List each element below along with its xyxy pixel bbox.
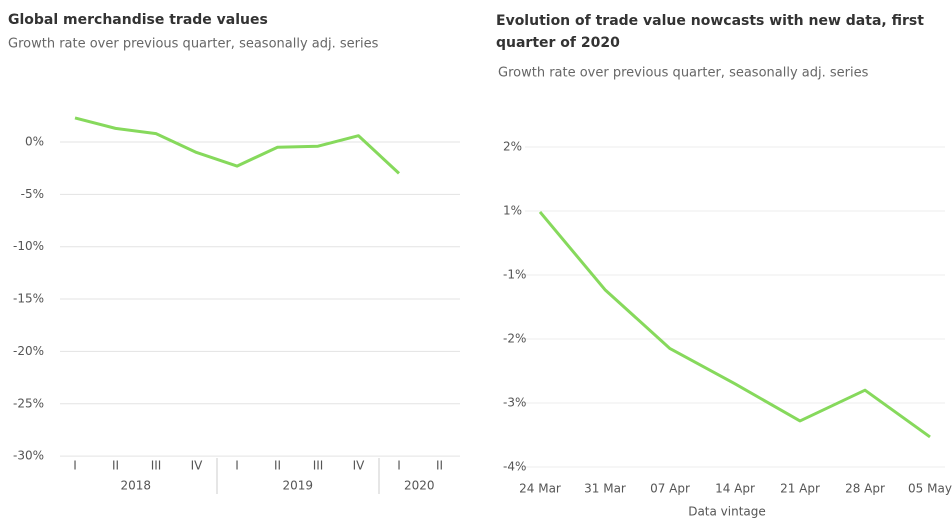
- y-tick-label: -15%: [13, 292, 44, 306]
- x-tick-label: III: [313, 459, 324, 473]
- x-group-label: 2018: [120, 479, 151, 493]
- y-tick-label: -3%: [503, 396, 526, 410]
- x-tick-label: 05 May: [908, 482, 952, 496]
- x-tick-label: I: [235, 459, 239, 473]
- y-tick-label: -4%: [503, 460, 526, 474]
- x-group-label: 2019: [282, 479, 313, 493]
- x-tick-label: II: [436, 459, 443, 473]
- x-tick-label: III: [151, 459, 162, 473]
- x-tick-label: II: [112, 459, 119, 473]
- x-tick-label: 31 Mar: [584, 482, 626, 496]
- page: Global merchandise trade values Growth r…: [0, 0, 952, 522]
- y-tick-label: 0%: [25, 135, 44, 149]
- chart-title: Global merchandise trade values: [8, 12, 268, 28]
- data-line: [75, 118, 399, 173]
- x-axis-label: Data vintage: [688, 505, 766, 519]
- y-tick-label: -1%: [503, 268, 526, 282]
- x-tick-label: 28 Apr: [845, 482, 885, 496]
- y-tick-label: -20%: [13, 344, 44, 358]
- x-tick-label: 14 Apr: [715, 482, 755, 496]
- y-tick-label: -2%: [503, 332, 526, 346]
- chart-subtitle: Growth rate over previous quarter, seaso…: [498, 66, 869, 81]
- y-tick-label: 2%: [503, 140, 522, 154]
- y-tick-label: -30%: [13, 449, 44, 463]
- x-tick-label: 24 Mar: [519, 482, 561, 496]
- x-tick-label: IV: [191, 459, 204, 473]
- x-group-label: 2020: [404, 479, 435, 493]
- x-tick-label: 21 Apr: [780, 482, 820, 496]
- y-tick-label: -10%: [13, 239, 44, 253]
- x-tick-label: I: [73, 459, 77, 473]
- x-tick-label: II: [274, 459, 281, 473]
- y-tick-label: -25%: [13, 396, 44, 410]
- chart-title: Evolution of trade value nowcasts with n…: [496, 10, 936, 54]
- x-tick-label: IV: [353, 459, 366, 473]
- title-box: Evolution of trade value nowcasts with n…: [496, 10, 936, 60]
- x-tick-label: I: [397, 459, 401, 473]
- y-tick-label: -5%: [21, 187, 44, 201]
- chart-subtitle: Growth rate over previous quarter, seaso…: [8, 37, 379, 52]
- x-tick-label: 07 Apr: [650, 482, 690, 496]
- y-tick-label: 1%: [503, 204, 522, 218]
